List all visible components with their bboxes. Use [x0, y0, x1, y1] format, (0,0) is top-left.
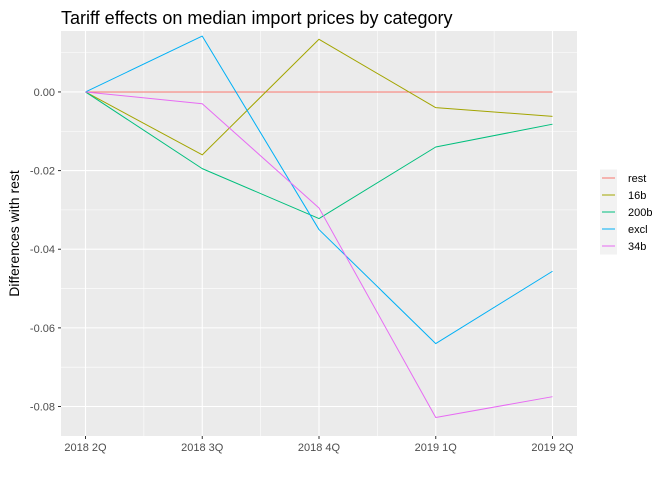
legend-label-rest: rest	[628, 173, 646, 185]
y-tick-label: -0.02	[30, 166, 55, 178]
legend-label-16b: 16b	[628, 190, 646, 202]
x-tick-label: 2018 4Q	[298, 442, 341, 454]
series-line-excl	[85, 35, 553, 345]
series-line-34b	[85, 91, 553, 419]
y-tick-label: -0.08	[30, 402, 55, 414]
x-tick-label: 2019 2Q	[531, 442, 574, 454]
x-tick-label: 2018 2Q	[64, 442, 107, 454]
x-tick-label: 2019 1Q	[415, 442, 458, 454]
y-axis-ticks: 0.00 -0.02 -0.04 -0.06 -0.08	[30, 87, 61, 414]
series-line-16b	[85, 38, 553, 156]
y-tick-label: -0.06	[30, 323, 55, 335]
y-tick-label: 0.00	[34, 87, 55, 99]
legend-label-34b: 34b	[628, 241, 646, 253]
x-axis-ticks: 2018 2Q 2018 3Q 2018 4Q 2019 1Q 2019 2Q	[64, 436, 574, 454]
legend: rest 16b 200b excl 34b	[600, 169, 652, 255]
x-tick-label: 2018 3Q	[181, 442, 224, 454]
y-axis-title: Differences with rest	[6, 170, 22, 297]
series-line-200b	[85, 91, 553, 220]
y-tick-label: -0.04	[30, 244, 55, 256]
legend-label-excl: excl	[628, 224, 648, 236]
chart-title: Tariff effects on median import prices b…	[61, 8, 453, 28]
legend-label-200b: 200b	[628, 207, 652, 219]
series-lines	[85, 35, 553, 419]
